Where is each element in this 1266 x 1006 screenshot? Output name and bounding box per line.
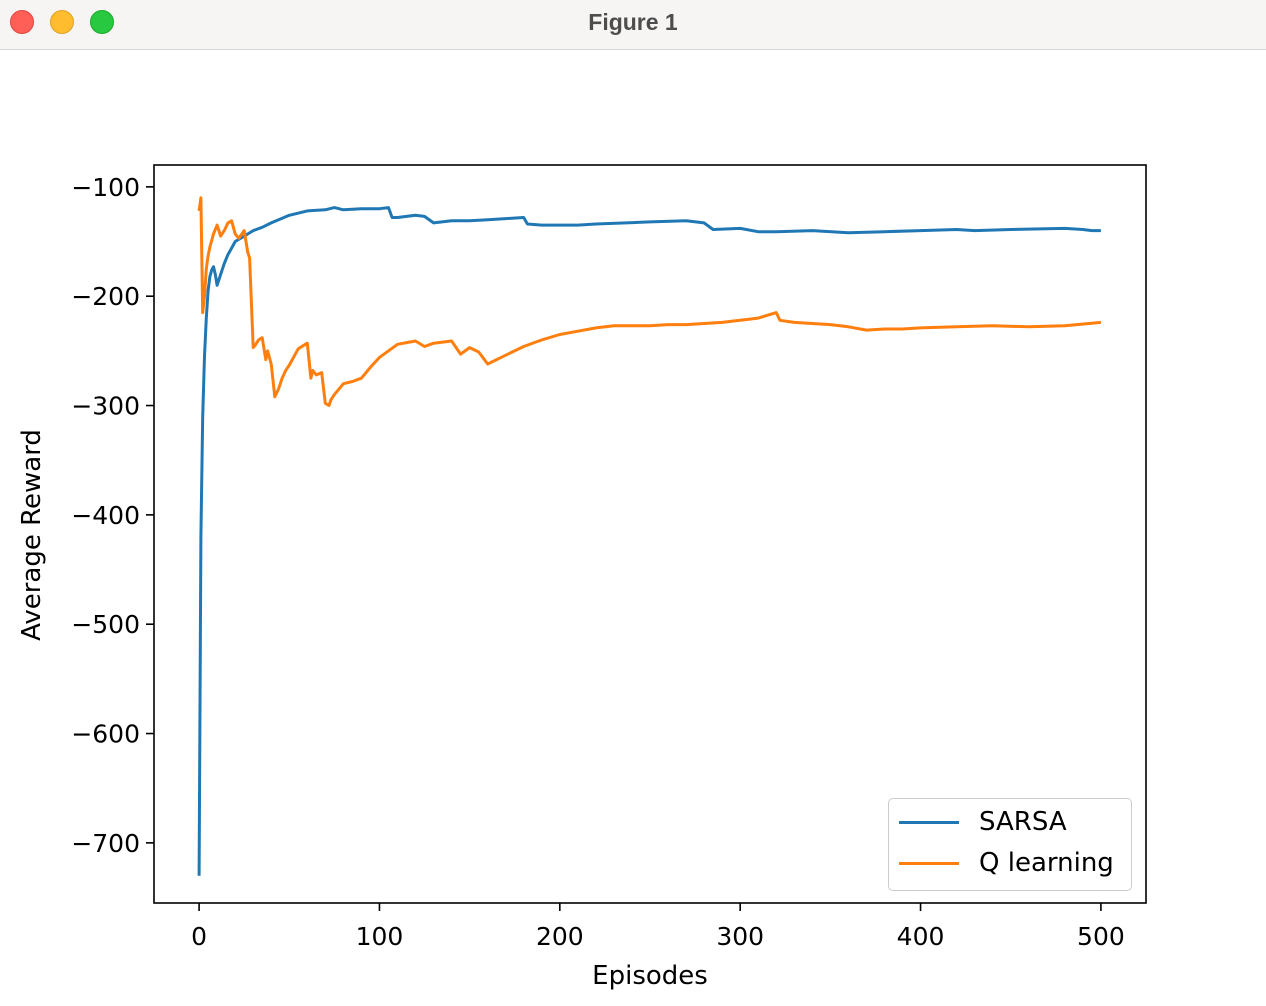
x-tick-label: 0 — [191, 922, 207, 951]
y-tick-label: −300 — [71, 392, 140, 421]
x-tick-label: 400 — [897, 922, 945, 951]
title-bar: Figure 1 — [0, 0, 1266, 50]
line-chart: 0 100 200 300 400 500 −100 −200 −300 −400 −500 −60… — [17, 164, 1147, 991]
y-tick-label: −700 — [71, 829, 140, 858]
maximize-window-button[interactable] — [90, 10, 114, 34]
x-tick-label: 500 — [1077, 922, 1125, 951]
y-tick-label: −400 — [71, 501, 140, 530]
legend-item-q-learning: Q learning — [899, 848, 1114, 878]
close-window-button[interactable] — [10, 10, 34, 34]
minimize-window-button[interactable] — [50, 10, 74, 34]
legend-swatch-q-learning — [899, 861, 959, 865]
y-tick-label: −200 — [71, 282, 140, 311]
legend-swatch-sarsa — [899, 820, 959, 824]
chart-legend: SARSA Q learning — [888, 798, 1132, 891]
window-title: Figure 1 — [588, 9, 678, 35]
y-tick-label: −500 — [71, 610, 140, 639]
legend-label-q-learning: Q learning — [979, 848, 1114, 878]
x-tick-label: 100 — [356, 922, 404, 951]
series-line-sarsa — [197, 206, 1101, 876]
y-axis-ticks: −100 −200 −300 −400 −500 −600 −700 — [71, 173, 154, 858]
legend-label-sarsa: SARSA — [979, 807, 1067, 837]
y-axis-label: Average Reward — [17, 429, 47, 641]
series-line-q-learning — [197, 196, 1102, 407]
x-tick-label: 300 — [716, 922, 764, 951]
plot-area-background — [154, 165, 1146, 903]
x-axis-ticks: 0 100 200 300 400 500 — [191, 903, 1125, 951]
series-layer — [197, 196, 1102, 876]
x-axis-label: Episodes — [592, 961, 708, 991]
legend-item-sarsa: SARSA — [899, 807, 1067, 837]
y-tick-label: −100 — [71, 173, 140, 202]
plot-area-frame — [153, 164, 1147, 904]
x-tick-label: 200 — [536, 922, 584, 951]
y-tick-label: −600 — [71, 720, 140, 749]
